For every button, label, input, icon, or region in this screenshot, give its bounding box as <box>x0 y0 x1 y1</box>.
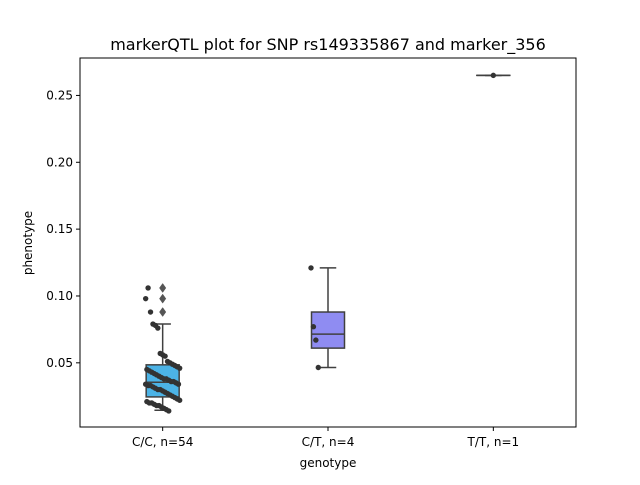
data-point <box>162 353 167 358</box>
chart-title: markerQTL plot for SNP rs149335867 and m… <box>110 35 546 55</box>
y-tick-label: 0.15 <box>46 222 73 236</box>
data-point <box>166 408 171 413</box>
data-point <box>177 398 182 403</box>
x-tick-label: C/C, n=54 <box>132 435 193 449</box>
data-point <box>308 265 313 270</box>
data-point <box>143 296 148 301</box>
data-point <box>491 73 496 78</box>
strip-points <box>491 73 496 78</box>
x-axis-label: genotype <box>300 456 357 470</box>
data-point <box>313 337 318 342</box>
data-point <box>155 325 160 330</box>
x-tick-label: T/T, n=1 <box>467 435 520 449</box>
y-tick-label: 0.25 <box>46 88 73 102</box>
y-tick-label: 0.20 <box>46 155 73 169</box>
y-tick-label: 0.05 <box>46 356 73 370</box>
data-point <box>148 309 153 314</box>
y-tick-label: 0.10 <box>46 289 73 303</box>
data-point <box>176 382 181 387</box>
y-axis-label: phenotype <box>21 211 35 275</box>
data-point <box>316 365 321 370</box>
data-point <box>177 365 182 370</box>
data-point <box>145 285 150 290</box>
x-tick-label: C/T, n=4 <box>302 435 355 449</box>
data-point <box>311 324 316 329</box>
